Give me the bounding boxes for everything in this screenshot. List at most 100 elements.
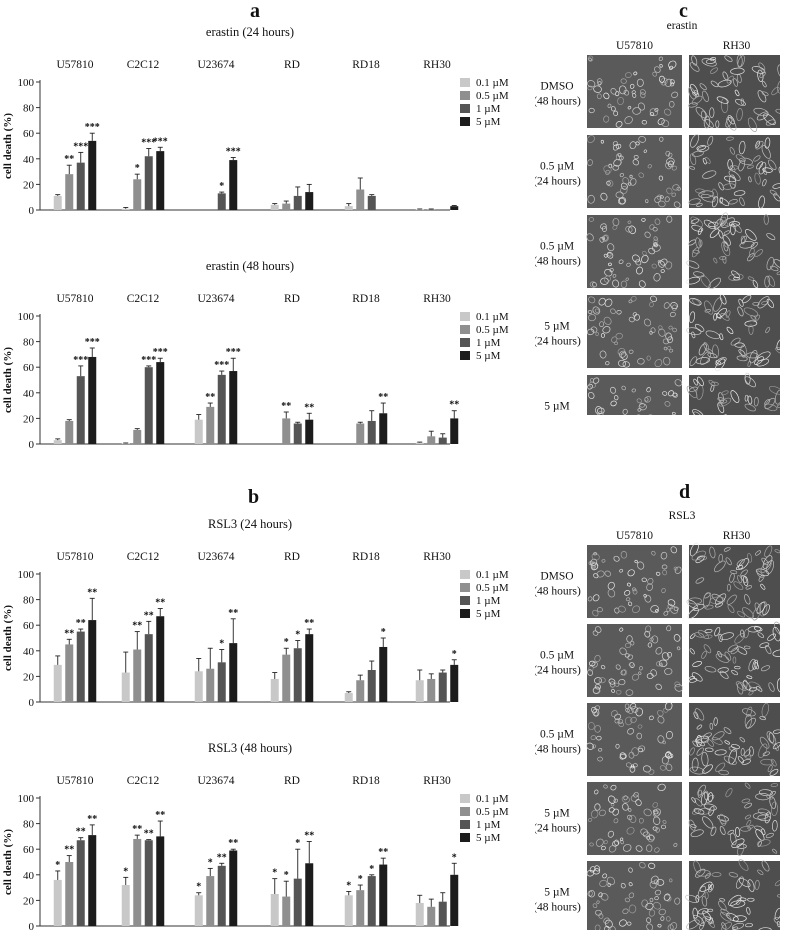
cell-mark — [744, 923, 754, 928]
cell-mark — [764, 811, 772, 824]
micrograph-column-label: U57810 — [616, 40, 653, 52]
cell-mark — [665, 261, 673, 270]
cell-mark — [615, 332, 623, 340]
cell-mark — [619, 752, 627, 760]
cell-mark — [691, 808, 702, 815]
cell-mark — [618, 721, 624, 727]
bar — [229, 643, 238, 702]
cell-mark — [712, 188, 719, 199]
bar — [305, 419, 314, 444]
cell-mark — [597, 81, 602, 86]
cell-mark — [667, 390, 675, 397]
cell-mark — [619, 837, 624, 842]
cell-mark — [616, 689, 622, 695]
bar — [65, 862, 74, 926]
cell-mark — [607, 252, 612, 257]
cell-mark — [619, 172, 624, 178]
cell-mark — [694, 632, 704, 638]
cell-mark — [628, 316, 635, 323]
group-label: RD — [284, 293, 300, 305]
cell-mark — [703, 219, 717, 230]
cell-mark — [744, 814, 752, 820]
cell-mark — [671, 165, 678, 171]
bar — [53, 879, 62, 926]
bar — [415, 209, 424, 210]
cell-mark — [665, 731, 673, 740]
cell-mark — [731, 838, 745, 848]
legend-label: 1 µM — [476, 595, 501, 607]
cell-mark — [746, 675, 753, 679]
micrograph-background — [587, 375, 682, 415]
cell-mark — [719, 898, 726, 902]
cell-mark — [696, 747, 704, 756]
legend-swatch — [460, 325, 470, 334]
significance-label: * — [295, 630, 300, 641]
cell-mark — [653, 808, 661, 817]
significance-label: * — [55, 860, 60, 871]
significance-label: ** — [304, 831, 314, 842]
cell-mark — [635, 707, 643, 717]
cell-mark — [635, 141, 640, 146]
bar — [144, 634, 153, 702]
cell-mark — [673, 634, 681, 642]
cell-mark — [620, 78, 627, 84]
cell-mark — [735, 827, 741, 838]
cell-mark — [666, 625, 672, 632]
cell-mark — [674, 684, 684, 692]
significance-label: *** — [141, 138, 156, 149]
cell-mark — [666, 187, 673, 195]
legend-swatch — [460, 596, 470, 605]
cell-mark — [638, 172, 645, 178]
cell-mark — [647, 834, 655, 843]
y-tick-label: 60 — [23, 362, 35, 374]
cell-mark — [598, 809, 606, 817]
cell-mark — [719, 670, 729, 679]
cell-mark — [741, 798, 751, 804]
cell-mark — [731, 744, 741, 750]
cell-mark — [627, 654, 634, 660]
cell-mark — [627, 569, 635, 577]
cell-mark — [607, 830, 614, 838]
cell-mark — [776, 339, 780, 351]
bar — [282, 896, 291, 926]
cell-mark — [686, 599, 698, 609]
cell-mark — [753, 626, 763, 632]
cell-mark — [627, 814, 633, 821]
significance-label: ** — [64, 845, 74, 856]
cell-mark — [688, 819, 696, 831]
cell-mark — [637, 358, 645, 365]
bar — [206, 406, 215, 444]
cell-mark — [693, 860, 701, 874]
cell-mark — [647, 642, 653, 648]
cell-mark — [619, 919, 627, 927]
cell-mark — [661, 652, 670, 661]
cell-mark — [608, 678, 616, 685]
cell-mark — [658, 75, 665, 83]
micrograph-row-label: (48 hours) — [535, 744, 581, 756]
cell-mark — [634, 313, 640, 321]
cell-mark — [663, 356, 671, 366]
cell-mark — [757, 869, 764, 875]
cell-mark — [615, 121, 623, 128]
cell-mark — [777, 64, 780, 77]
cell-mark — [769, 189, 778, 196]
micrograph-image — [686, 212, 780, 290]
cell-mark — [588, 107, 595, 114]
cell-mark — [728, 894, 742, 907]
group-label: RH30 — [423, 775, 451, 787]
bar — [194, 671, 203, 702]
cell-mark — [603, 784, 608, 789]
cell-mark — [688, 102, 698, 108]
cell-mark — [671, 192, 677, 197]
cell-mark — [653, 273, 661, 282]
cell-mark — [759, 716, 766, 721]
group-label: C2C12 — [127, 293, 160, 305]
cell-mark — [648, 862, 656, 869]
cell-mark — [633, 792, 639, 798]
cell-mark — [628, 299, 633, 304]
cell-mark — [603, 165, 612, 174]
cell-mark — [596, 78, 603, 85]
micrograph-title: RSL3 — [669, 510, 696, 522]
cell-mark — [775, 108, 780, 114]
cell-mark — [655, 571, 661, 576]
